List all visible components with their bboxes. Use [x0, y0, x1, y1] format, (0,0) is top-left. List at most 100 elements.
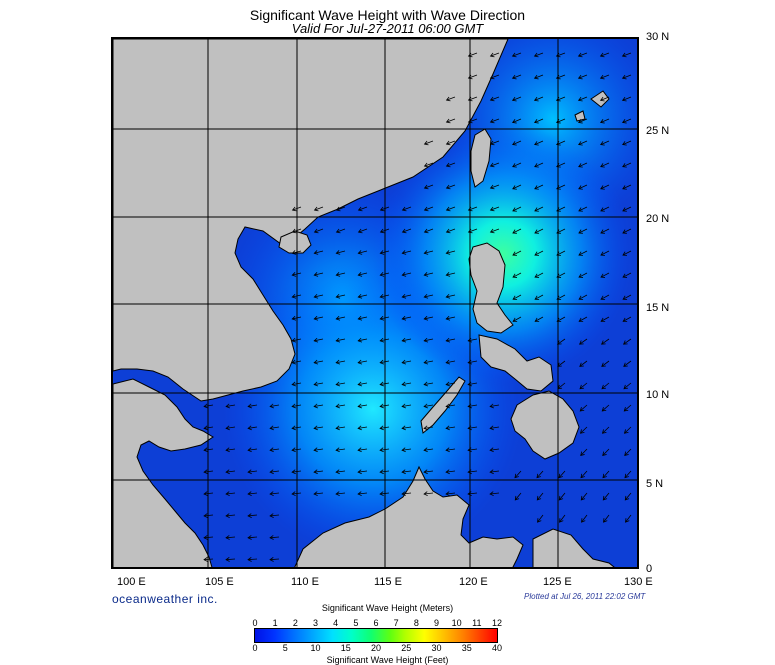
- wave-arrow-head: [602, 495, 608, 501]
- wave-arrow: [314, 206, 324, 211]
- wave-arrow: [380, 426, 390, 429]
- wave-arrow-head: [624, 495, 630, 501]
- lat-label-30n: 30 N: [646, 31, 670, 43]
- wave-arrow-head: [534, 251, 540, 256]
- wave-arrow-head: [313, 381, 319, 387]
- legend-meters-tick: 0: [252, 618, 258, 628]
- wave-arrow-head: [291, 425, 296, 431]
- wave-arrow: [600, 316, 610, 322]
- wave-arrow-head: [445, 96, 451, 102]
- wave-arrow: [204, 404, 214, 407]
- wave-arrow-head: [512, 207, 517, 212]
- wave-arrow: [314, 492, 324, 495]
- wave-arrow: [512, 184, 522, 190]
- wave-arrow: [380, 206, 390, 211]
- wave-arrow: [292, 294, 302, 298]
- wave-arrow: [490, 162, 500, 167]
- wave-arrow: [534, 140, 544, 145]
- visayas-land: [478, 334, 554, 392]
- wave-arrow-head: [467, 403, 472, 409]
- wave-arrow-head: [555, 96, 561, 102]
- wave-arrow-head: [621, 119, 627, 124]
- wave-arrow: [602, 426, 610, 434]
- wave-arrow: [292, 250, 302, 254]
- wave-arrow: [512, 118, 522, 123]
- wave-arrow-head: [445, 491, 450, 497]
- wave-arrow-head: [291, 491, 296, 497]
- wave-arrow-head: [335, 403, 340, 409]
- wave-arrow: [622, 96, 632, 101]
- wave-arrow: [292, 426, 302, 429]
- legend-feet-tick: 0: [252, 643, 258, 653]
- wave-arrow-head: [291, 447, 296, 453]
- wave-arrow: [468, 52, 478, 57]
- wave-arrow: [601, 360, 610, 367]
- wave-arrow: [512, 228, 522, 234]
- wave-arrow-head: [537, 518, 542, 523]
- wave-arrow: [622, 294, 632, 300]
- wave-arrow-head: [511, 74, 517, 80]
- wave-arrow-head: [578, 141, 583, 146]
- wave-arrow: [402, 206, 412, 211]
- wave-arrow-head: [357, 272, 363, 277]
- wave-arrow: [336, 448, 346, 451]
- wave-arrow-head: [225, 425, 230, 431]
- wave-arrow-head: [269, 535, 274, 540]
- wave-arrow: [622, 272, 632, 278]
- wave-arrow: [424, 140, 434, 145]
- wave-arrow: [225, 558, 236, 561]
- wave-arrow: [557, 338, 566, 345]
- wave-arrow-head: [534, 317, 540, 322]
- wave-arrow: [226, 448, 236, 451]
- wave-arrow: [578, 118, 588, 123]
- wave-arrow: [580, 404, 588, 412]
- wave-arrow-head: [557, 362, 562, 367]
- wave-arrow: [578, 228, 588, 234]
- wave-arrow-head: [379, 272, 385, 277]
- wave-arrow: [292, 448, 302, 451]
- wave-arrow: [512, 272, 522, 278]
- wave-arrow-head: [423, 184, 429, 190]
- wave-arrow-head: [335, 250, 341, 255]
- wave-arrow: [424, 316, 434, 320]
- wave-arrow: [556, 96, 566, 101]
- wave-arrow-head: [467, 228, 473, 234]
- wave-arrow: [446, 140, 456, 145]
- wave-arrow: [380, 404, 390, 407]
- wave-arrow-head: [445, 228, 451, 234]
- wave-arrow-head: [401, 403, 406, 409]
- wave-arrow: [624, 426, 632, 434]
- wave-arrow-head: [379, 381, 385, 387]
- wave-arrow-head: [601, 429, 607, 434]
- wave-arrow: [468, 360, 478, 364]
- wave-arrow-head: [511, 52, 517, 58]
- wave-arrow: [402, 448, 412, 451]
- wave-arrow-head: [467, 425, 472, 431]
- wave-arrow: [204, 448, 214, 451]
- wave-arrow: [292, 272, 302, 276]
- wave-arrow-head: [600, 229, 605, 234]
- wave-arrow: [578, 316, 588, 322]
- wave-arrow: [336, 294, 346, 298]
- luzon-land: [468, 242, 514, 334]
- wave-arrow: [578, 294, 588, 300]
- lon-label-125e: 125 E: [543, 576, 572, 588]
- wave-arrow: [380, 228, 390, 233]
- wave-arrow-head: [556, 185, 561, 190]
- wave-arrow-head: [580, 473, 585, 479]
- legend-meters-tick: 1: [272, 618, 278, 628]
- wave-arrow: [468, 492, 478, 495]
- wave-arrow-head: [467, 447, 472, 453]
- wave-arrow: [534, 96, 544, 101]
- wave-arrow: [600, 140, 610, 145]
- wave-arrow: [578, 184, 588, 190]
- wave-arrow-head: [514, 473, 519, 479]
- wave-arrow: [358, 382, 368, 385]
- wave-arrow: [446, 404, 456, 407]
- wave-arrow: [292, 206, 302, 211]
- wave-arrow: [446, 118, 456, 123]
- wave-arrow: [490, 52, 500, 57]
- wave-arrow-head: [291, 206, 297, 212]
- wave-arrow-head: [313, 403, 318, 409]
- wave-arrow-head: [203, 535, 208, 540]
